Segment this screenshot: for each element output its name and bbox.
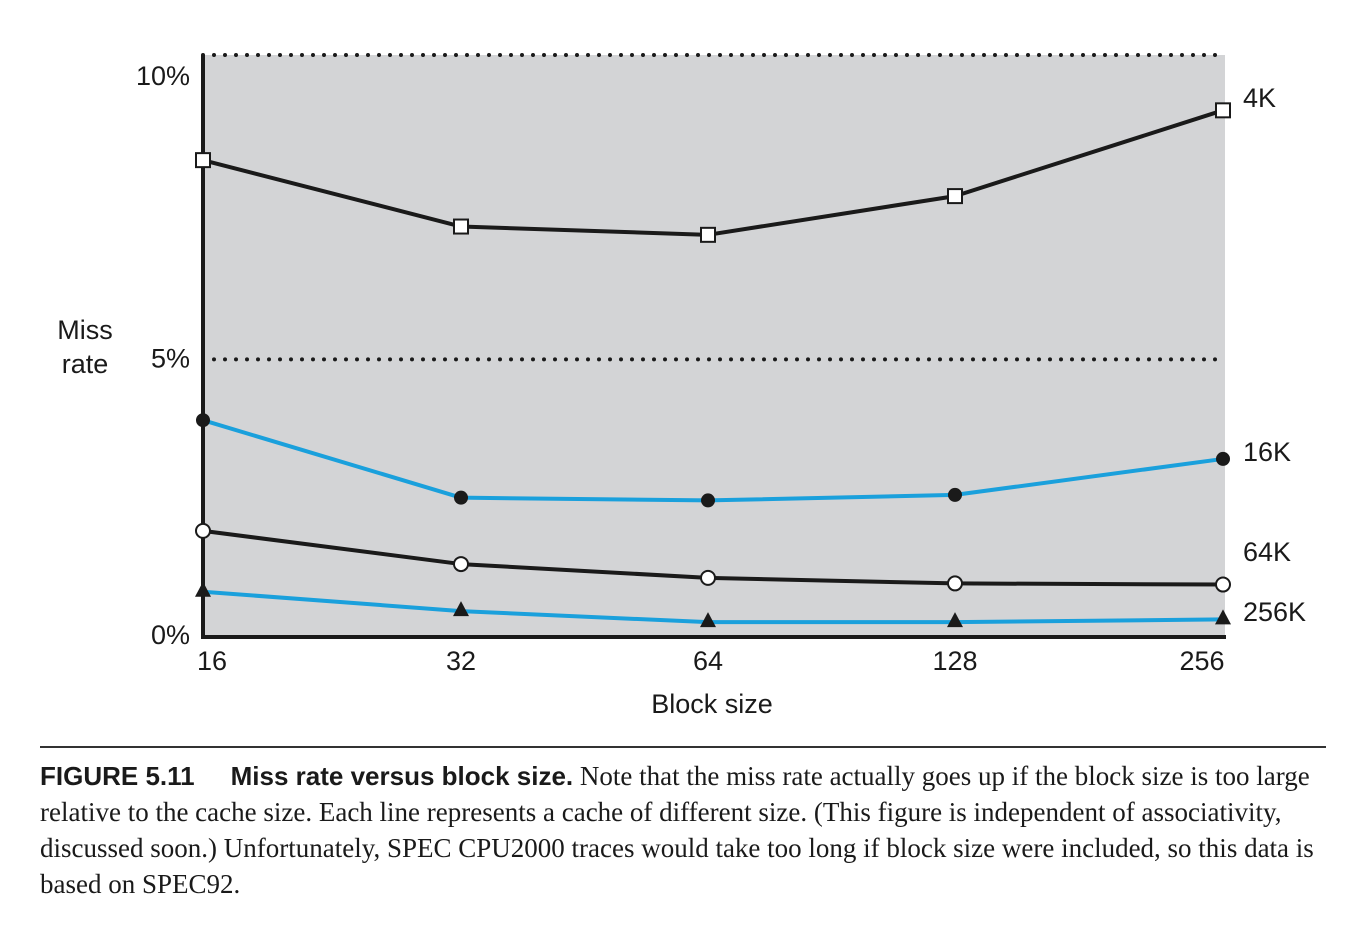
series-label-256k: 256K [1243, 597, 1306, 627]
marker-256k-256 [1215, 609, 1231, 625]
marker-4k-128 [947, 188, 963, 205]
y-axis-label-line1: Miss [57, 315, 113, 345]
x-tick-label-256: 256 [1179, 646, 1224, 676]
marker-4k-64 [700, 226, 716, 243]
figure-caption-text: Note that the miss rate actually goes up… [40, 761, 1314, 899]
marker-4k-32 [453, 218, 469, 235]
figure-number: FIGURE 5.11 [40, 761, 195, 791]
marker-64k-128 [947, 575, 963, 592]
marker-16k-64 [701, 493, 715, 508]
x-tick-label-16: 16 [197, 646, 227, 676]
marker-64k-32 [453, 556, 469, 573]
marker-16k-32 [454, 490, 468, 505]
marker-16k-128 [948, 487, 962, 502]
marker-16k-256 [1216, 451, 1230, 466]
marker-4k-16 [195, 152, 211, 169]
miss-rate-chart: 0% 5% 10% 16 32 64 128 256 Miss rate Block siz… [57, 53, 1306, 719]
x-tick-label-32: 32 [446, 646, 476, 676]
marker-256k-64 [700, 612, 716, 628]
marker-256k-16 [195, 581, 211, 597]
y-tick-label-10pct: 10% [136, 61, 190, 91]
y-axis-label-line2: rate [62, 349, 109, 379]
figure-title: Miss rate versus block size. [230, 761, 574, 791]
y-tick-label-5pct: 5% [151, 343, 190, 373]
series-label-64k: 64K [1243, 537, 1291, 567]
plot-background [203, 55, 1225, 637]
x-tick-label-128: 128 [932, 646, 977, 676]
series-label-16k: 16K [1243, 437, 1291, 467]
marker-256k-128 [947, 612, 963, 628]
y-tick-label-0pct: 0% [151, 620, 190, 650]
marker-64k-64 [700, 569, 716, 586]
marker-64k-256 [1215, 576, 1231, 593]
series-label-4k: 4K [1243, 83, 1276, 113]
x-axis-label: Block size [651, 689, 773, 719]
caption-divider [40, 746, 1326, 748]
marker-64k-16 [195, 522, 211, 539]
marker-256k-32 [453, 601, 469, 617]
figure-caption: FIGURE 5.11 Miss rate versus block size. … [40, 758, 1330, 902]
marker-4k-256 [1215, 102, 1231, 119]
marker-16k-16 [196, 413, 210, 428]
x-tick-label-64: 64 [693, 646, 723, 676]
